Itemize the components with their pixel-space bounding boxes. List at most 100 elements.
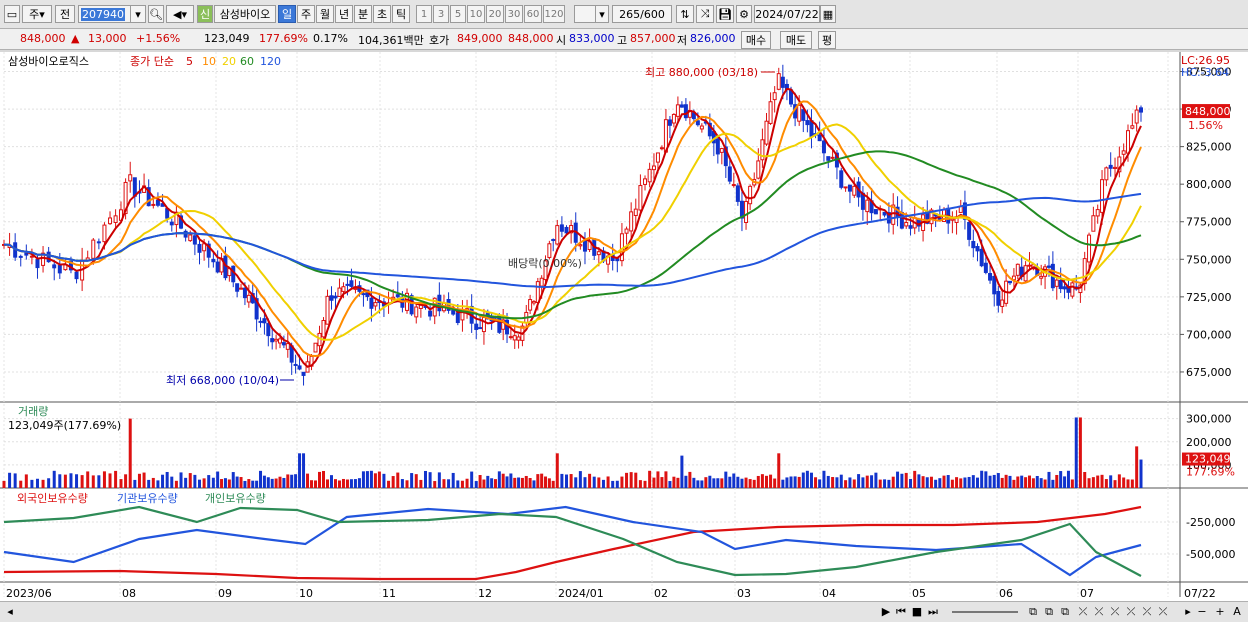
candle-body <box>1027 264 1032 267</box>
stock-chart-svg[interactable]: 875,000850,000825,000800,000775,000750,0… <box>0 52 1248 601</box>
period-tab-0[interactable]: 일 <box>278 5 296 23</box>
sound-icon[interactable]: ◀▾ <box>166 5 194 23</box>
last-icon[interactable]: ⏭ <box>928 604 938 618</box>
volume-bar <box>1012 479 1016 488</box>
interval-button-3[interactable]: 3 <box>433 5 449 23</box>
play-icon[interactable]: ▶ <box>881 605 891 618</box>
chart-area[interactable]: 875,000850,000825,000800,000775,000750,0… <box>0 52 1248 601</box>
volume-bar <box>831 477 835 488</box>
draw-tool-icon-1[interactable]: ⤫ <box>1094 604 1104 618</box>
stock-code-input[interactable]: 207940 <box>78 5 146 23</box>
stock-name-field[interactable]: 삼성바이오 <box>214 5 276 23</box>
candle-body <box>564 226 569 234</box>
candle-body <box>337 287 342 297</box>
volume-bar <box>996 473 1000 488</box>
candle-body <box>369 297 374 309</box>
zoom-out-button[interactable]: − <box>1197 605 1207 618</box>
layout-icon-3[interactable]: ⧉ <box>1061 604 1069 618</box>
volume-bar <box>341 478 345 488</box>
volume-bar <box>1130 479 1134 488</box>
candle-body <box>41 252 46 266</box>
interval-button-60[interactable]: 60 <box>524 5 542 23</box>
zoom-in-button[interactable]: + <box>1215 605 1225 618</box>
candle-body <box>297 365 302 370</box>
candle-body <box>967 221 972 240</box>
layout-icon-1[interactable]: ⧉ <box>1029 604 1037 618</box>
interval-button-1[interactable]: 1 <box>416 5 432 23</box>
foreign-holder-legend: 외국인보유수량 <box>17 492 88 505</box>
layout-icon-2[interactable]: ⧉ <box>1045 604 1053 618</box>
period-tab-3[interactable]: 년 <box>335 5 353 23</box>
candle-body <box>979 248 984 267</box>
volume-bar <box>1043 479 1047 488</box>
calendar-icon[interactable]: ▦ <box>820 5 836 23</box>
first-icon[interactable]: ⏮ <box>896 604 906 618</box>
market-type-select[interactable]: 주 ▾ <box>22 5 52 23</box>
auto-scale-button[interactable]: A <box>1233 605 1241 618</box>
chart-type-icon[interactable]: ⇅ <box>676 5 694 23</box>
prev-button[interactable]: 전 <box>55 5 75 23</box>
draw-tool-icon-3[interactable]: ⤫ <box>1126 604 1136 618</box>
candle-body <box>821 140 826 154</box>
search-icon[interactable]: 🔍︎ <box>148 5 164 23</box>
volume-bar <box>1008 475 1012 488</box>
draw-tool-icon-2[interactable]: ⤫ <box>1110 604 1120 618</box>
volume-bar <box>259 470 263 488</box>
volume-bar <box>1031 478 1035 488</box>
period-tab-1[interactable]: 주 <box>297 5 315 23</box>
scroll-right-icon[interactable]: ▸ <box>1185 605 1191 618</box>
x-axis-label: 06 <box>999 587 1013 600</box>
bar-count-field[interactable]: 265/600 <box>612 5 672 23</box>
interval-button-5[interactable]: 5 <box>450 5 466 23</box>
holder-line-1 <box>3 505 1142 577</box>
candle-body <box>839 170 844 188</box>
volume-bar <box>959 478 963 488</box>
candle-body <box>772 92 777 101</box>
interval-button-10[interactable]: 10 <box>467 5 485 23</box>
period-tab-5[interactable]: 초 <box>373 5 391 23</box>
draw-line-icon[interactable]: ⤫ <box>1078 604 1088 618</box>
volume-bar <box>611 480 615 488</box>
period-tab-2[interactable]: 월 <box>316 5 334 23</box>
volume-bar <box>524 475 528 488</box>
candle-body <box>215 261 220 273</box>
buy-button[interactable]: 매수 <box>741 31 771 49</box>
ma-legend-20: 20 <box>222 55 236 68</box>
save-icon[interactable]: 💾︎ <box>716 5 734 23</box>
eval-button[interactable]: 평 <box>818 31 836 49</box>
window-icon[interactable]: ▭ <box>4 5 20 23</box>
candle-body <box>756 160 761 179</box>
interval-button-20[interactable]: 20 <box>486 5 504 23</box>
candle-body <box>929 209 934 225</box>
dropdown-icon[interactable]: ▾ <box>130 5 146 23</box>
stop-icon[interactable]: ■ <box>911 605 923 618</box>
candle-body <box>899 211 904 229</box>
period-tab-4[interactable]: 분 <box>354 5 372 23</box>
candle-body <box>547 243 552 258</box>
draw-tool-icon-5[interactable]: ⤫ <box>1158 604 1168 618</box>
scroll-left-icon[interactable]: ◂ <box>7 605 13 618</box>
compare-icon[interactable]: ⤨ <box>696 5 714 23</box>
candle-body <box>971 241 976 249</box>
candle-body <box>1139 107 1143 113</box>
candle-body <box>313 342 318 353</box>
volume-bar <box>967 476 971 488</box>
period-tab-6[interactable]: 틱 <box>392 5 410 23</box>
volume-bar <box>419 479 423 488</box>
volume-bar <box>270 478 274 488</box>
sell-button[interactable]: 매도 <box>780 31 812 49</box>
volume-bar <box>325 479 329 488</box>
volume-bar <box>1135 446 1139 488</box>
volume-bar <box>724 471 728 488</box>
volume-bar <box>137 473 141 488</box>
date-field[interactable]: 2024/07/22 <box>754 5 820 23</box>
interval-dropdown-icon[interactable]: ▾ <box>595 5 609 23</box>
draw-tool-icon-4[interactable]: ⤫ <box>1142 604 1152 618</box>
volume-bar <box>1059 471 1063 488</box>
x-axis-label: 12 <box>478 587 492 600</box>
settings-icon[interactable]: ⚙ <box>736 5 752 23</box>
volume-bar <box>216 471 220 488</box>
interval-button-120[interactable]: 120 <box>543 5 565 23</box>
interval-button-30[interactable]: 30 <box>505 5 523 23</box>
zoom-slider[interactable] <box>950 604 1020 619</box>
